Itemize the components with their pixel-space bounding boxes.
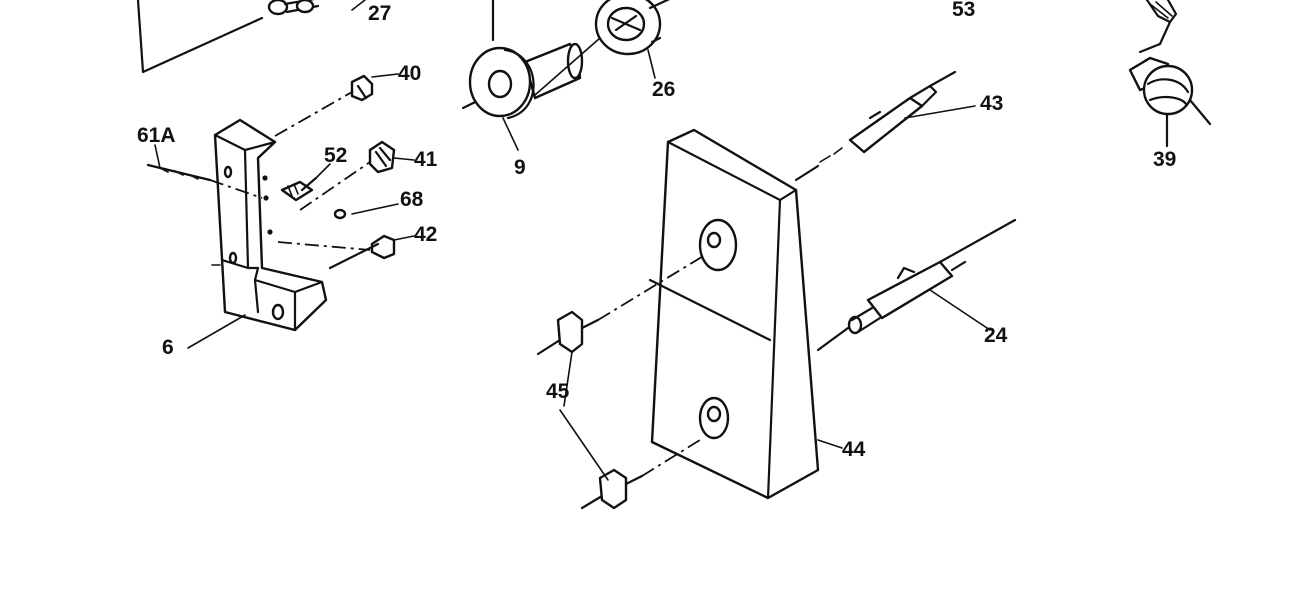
callout-9: 9 bbox=[514, 156, 526, 179]
callout-53: 53 bbox=[952, 0, 975, 21]
callout-42: 42 bbox=[414, 223, 437, 246]
callout-40: 40 bbox=[398, 62, 421, 85]
part-43-pin bbox=[794, 70, 957, 182]
callout-52: 52 bbox=[324, 144, 347, 167]
callout-24: 24 bbox=[984, 324, 1008, 347]
part-24-pin bbox=[816, 218, 1017, 352]
part-39-knob bbox=[1128, 0, 1212, 148]
callout-labels: 27 53 40 26 61A 9 43 52 41 39 68 42 24 6… bbox=[137, 0, 1176, 461]
part-61a-pin bbox=[146, 163, 263, 199]
part-41-screw bbox=[299, 140, 396, 211]
part-52-setscrew bbox=[280, 176, 318, 202]
callout-6: 6 bbox=[162, 336, 174, 359]
callout-39: 39 bbox=[1153, 148, 1176, 171]
part-26-washer bbox=[594, 0, 670, 56]
callout-68: 68 bbox=[400, 188, 424, 211]
part-6-bracket bbox=[211, 118, 328, 332]
callout-45: 45 bbox=[546, 380, 570, 403]
callout-27: 27 bbox=[368, 2, 391, 25]
callout-43: 43 bbox=[980, 92, 1003, 115]
leader-lines bbox=[154, 0, 991, 481]
callout-61a: 61A bbox=[137, 124, 176, 147]
part-40-screw bbox=[274, 74, 374, 137]
part-68-ball bbox=[333, 208, 347, 220]
part-45-screws bbox=[536, 254, 706, 510]
callout-41: 41 bbox=[414, 148, 438, 171]
callout-44: 44 bbox=[842, 438, 866, 461]
part-44-block bbox=[648, 128, 820, 500]
callout-26: 26 bbox=[652, 78, 675, 101]
part-9-flange-bushing bbox=[461, 0, 601, 120]
part-42-screw bbox=[277, 234, 396, 270]
part-27-assembly bbox=[136, 0, 320, 74]
